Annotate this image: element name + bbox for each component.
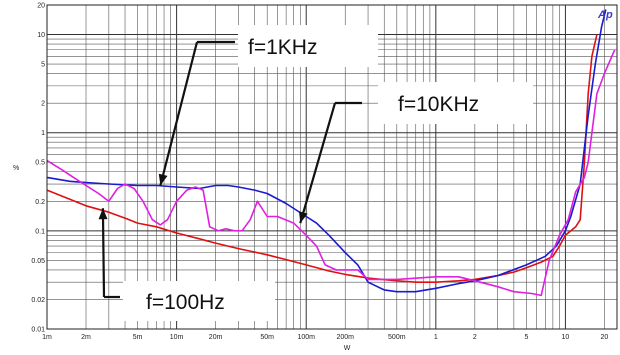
annotation-box [378, 82, 533, 124]
y-tick-label: 0.02 [31, 297, 45, 304]
chart-series [46, 9, 616, 297]
x-tick-label: 20 [601, 334, 609, 341]
x-axis-label: W [344, 345, 351, 352]
plot-frame [46, 4, 618, 330]
annotation-box [238, 25, 378, 67]
y-tick-label: 0.05 [31, 258, 45, 265]
x-tick-label: 10m [170, 334, 184, 341]
annotation-f-100hz: f=100Hz [98, 208, 275, 321]
annotation-label: f=100Hz [146, 291, 225, 314]
x-tick-label: 2m [81, 334, 91, 341]
y-tick-label: 0.5 [35, 160, 45, 167]
x-tick-label: 5 [524, 334, 528, 341]
y-tick-label: 5 [41, 62, 45, 69]
annotation-arrow-shaft [101, 208, 106, 298]
chart-annotations: f=1KHz f=10KHz f=100Hz [98, 25, 533, 321]
x-tick-label: 1 [434, 334, 438, 341]
x-tick-label: 1m [42, 334, 52, 341]
y-tick-label: 10 [37, 32, 45, 39]
y-tick-label: 1 [41, 130, 45, 137]
x-tick-label: 200m [336, 334, 354, 341]
y-tick-label: 0.01 [31, 327, 45, 334]
annotation-arrowhead [299, 211, 308, 224]
x-tick-label: 100m [297, 334, 315, 341]
annotation-arrowhead [158, 173, 168, 186]
annotation-box [123, 281, 275, 321]
axis-ticks: 1m 2m 5m 10m 20m 50m 100m 200m 500m 1 2 5 10 20 0.01 0.… [31, 3, 608, 342]
series-line-f-10khz [46, 49, 616, 297]
x-tick-label: 10 [562, 334, 570, 341]
x-tick-label: 500m [388, 334, 406, 341]
x-tick-label: 5m [133, 334, 143, 341]
annotation-arrow-shaft [159, 41, 199, 186]
annotation-f-10khz: f=10KHz [299, 82, 533, 224]
y-tick-label: 0.2 [35, 199, 45, 206]
annotation-label: f=10KHz [398, 93, 479, 116]
series-line-f-100hz [46, 34, 598, 283]
x-tick-label: 20m [209, 334, 223, 341]
y-tick-label: 0.1 [35, 228, 45, 235]
series-line-f-1khz [46, 9, 607, 293]
ap-logo: Ap [597, 9, 613, 21]
annotation-f-1khz: f=1KHz [158, 25, 378, 186]
x-tick-label: 50m [260, 334, 274, 341]
annotation-label: f=1KHz [248, 36, 317, 59]
annotation-arrowhead [98, 208, 108, 220]
y-tick-label: 2 [41, 101, 45, 108]
x-tick-label: 2 [473, 334, 477, 341]
y-tick-label: 20 [37, 3, 45, 10]
annotation-arrow-shaft [299, 102, 337, 224]
y-axis-label: % [13, 165, 19, 172]
